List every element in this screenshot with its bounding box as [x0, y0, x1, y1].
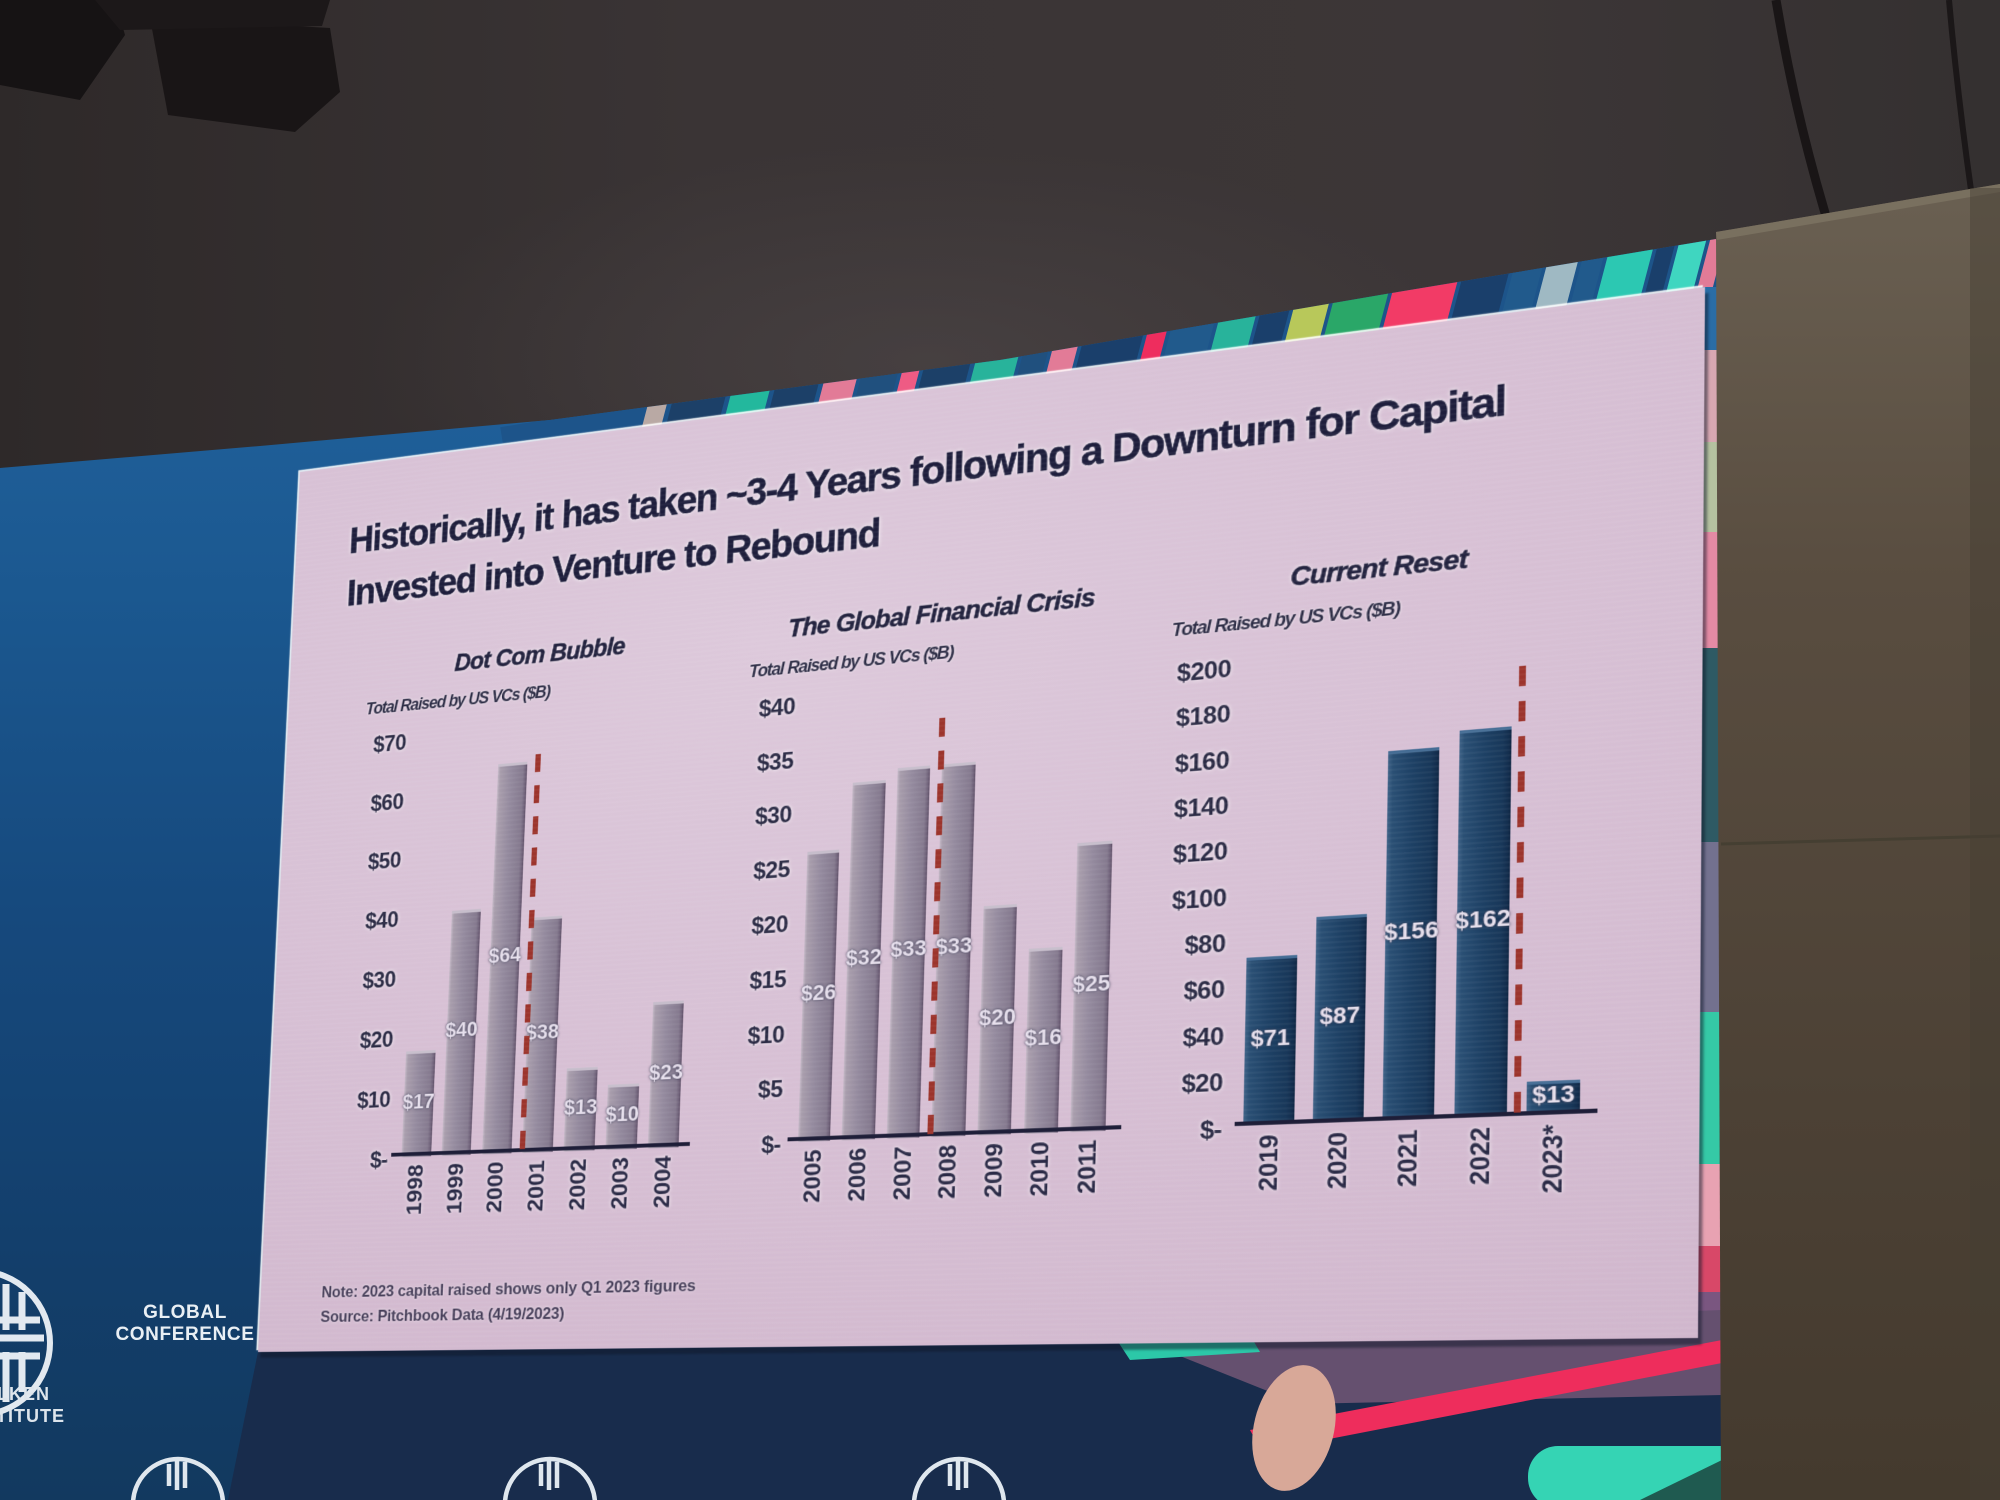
svg-text:GLOBAL: GLOBAL	[143, 1302, 227, 1323]
svg-text:CONFERENCE: CONFERENCE	[115, 1324, 254, 1345]
svg-text:INSTITUTE: INSTITUTE	[0, 1406, 65, 1426]
svg-text:MILKEN: MILKEN	[0, 1384, 50, 1404]
